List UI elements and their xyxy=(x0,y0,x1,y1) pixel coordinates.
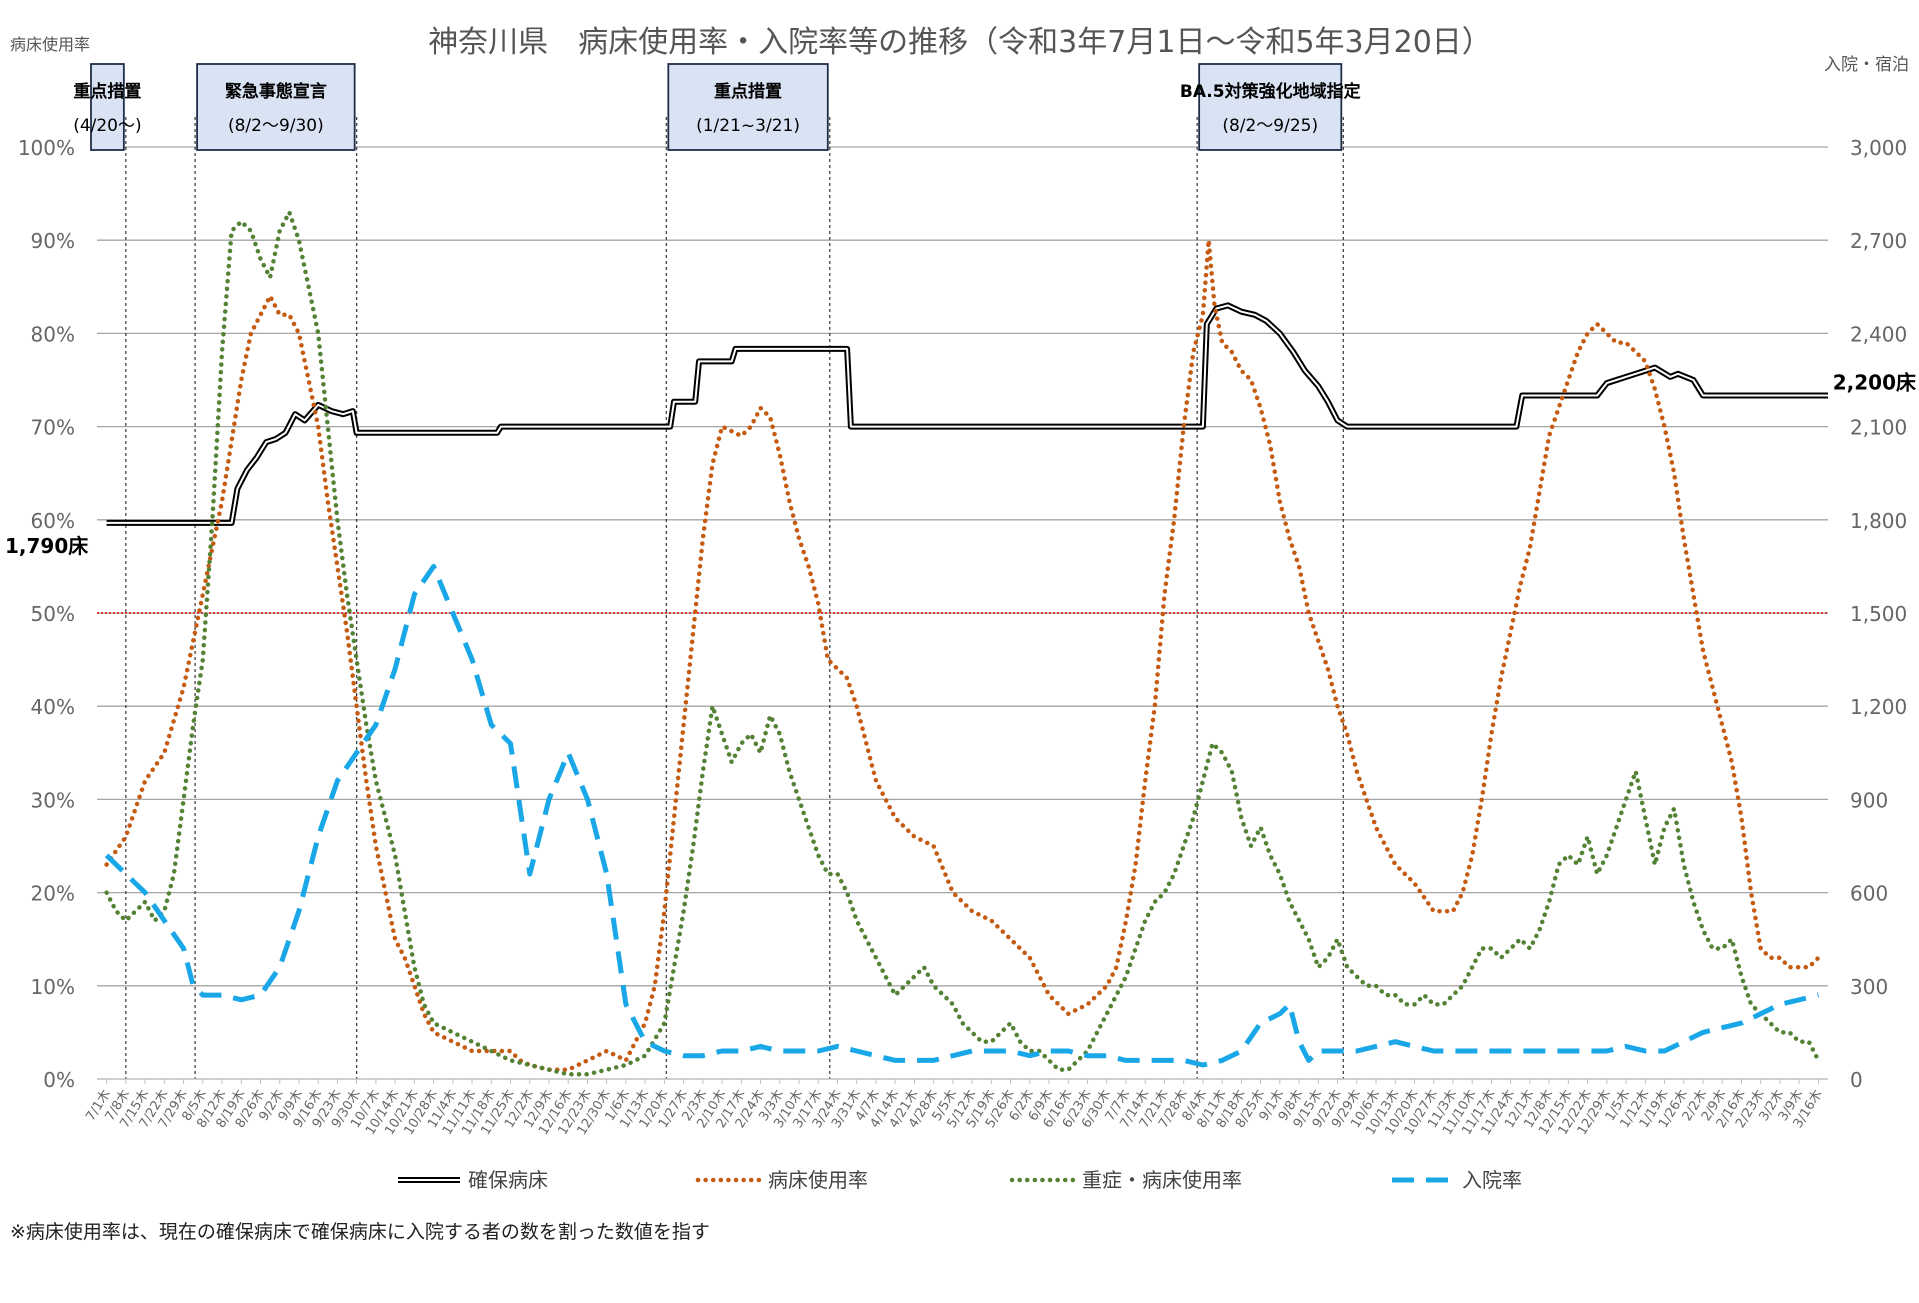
annotations: 1,790床 2,200床 xyxy=(5,371,1917,558)
measure-label: 重点措置 xyxy=(73,81,141,102)
legend-label: 確保病床 xyxy=(468,1168,548,1192)
right-tick-label: 3,000 xyxy=(1850,136,1907,160)
legend-label: 重症・病床使用率 xyxy=(1082,1168,1242,1192)
left-tick-label: 70% xyxy=(31,416,75,440)
measure-box xyxy=(90,63,125,151)
right-tick-label: 300 xyxy=(1850,975,1888,999)
left-tick-label: 60% xyxy=(31,509,75,533)
right-tick-label: 1,800 xyxy=(1850,509,1907,533)
series-確保病床-outer xyxy=(106,302,1828,526)
left-tick-label: 80% xyxy=(31,322,75,346)
legend: 確保病床 病床使用率 重症・病床使用率 入院率 xyxy=(398,1168,1522,1192)
measure-label: 重点措置 xyxy=(714,81,782,102)
measure-periods: 重点措置 (4/20～) 緊急事態宣言 (8/2～9/30) 重点措置 (1/21~3/2… xyxy=(73,63,1361,1079)
chart-title: 神奈川県 病床使用率・入院率等の推移（令和3年7月1日～令和5年3月20日） xyxy=(428,25,1492,60)
right-tick-label: 900 xyxy=(1850,788,1888,812)
measure-box xyxy=(1198,63,1343,151)
left-tick-label: 20% xyxy=(31,882,75,906)
measure-period: (4/20～) xyxy=(73,116,141,136)
series-重症・病床使用率 xyxy=(104,209,1821,1077)
measure-period: (8/2～9/30) xyxy=(228,116,324,136)
bed-count-annotation: 1,790床 xyxy=(5,534,89,558)
right-tick-label: 600 xyxy=(1850,882,1888,906)
left-tick-label: 50% xyxy=(31,602,75,626)
left-tick-label: 30% xyxy=(31,788,75,812)
right-tick-label: 2,700 xyxy=(1850,229,1907,253)
series-病床使用率 xyxy=(104,237,1821,1072)
right-tick-label: 2,400 xyxy=(1850,322,1907,346)
bed-count-annotation: 2,200床 xyxy=(1833,371,1917,395)
right-tick-label: 1,200 xyxy=(1850,695,1907,719)
series-入院率 xyxy=(104,563,1819,1068)
right-tick-label: 1,500 xyxy=(1850,602,1907,626)
right-axis-label: 入院・宿泊 xyxy=(1824,55,1909,75)
legend-label: 病床使用率 xyxy=(768,1168,868,1192)
gridlines xyxy=(97,146,1828,987)
series-lines xyxy=(104,209,1828,1077)
right-tick-label: 0 xyxy=(1850,1068,1863,1092)
footnote: ※病床使用率は、現在の確保病床で確保病床に入院する者の数を割った数値を指す xyxy=(10,1221,710,1243)
measure-label: 緊急事態宣言 xyxy=(225,81,327,102)
series-確保病床-inner xyxy=(106,304,1828,524)
measure-period: (8/2～9/25) xyxy=(1222,116,1318,136)
left-tick-label: 90% xyxy=(31,229,75,253)
left-tick-label: 40% xyxy=(31,695,75,719)
measure-box xyxy=(196,63,356,151)
legend-label: 入院率 xyxy=(1462,1168,1522,1192)
left-axis-label: 病床使用率 xyxy=(10,35,90,54)
right-tick-label: 2,100 xyxy=(1850,416,1907,440)
measure-period: (1/21~3/21) xyxy=(696,116,800,136)
left-tick-label: 100% xyxy=(18,136,75,160)
measure-box xyxy=(667,63,829,151)
left-tick-label: 10% xyxy=(31,975,75,999)
measure-label: BA.5対策強化地域指定 xyxy=(1180,81,1361,102)
axes: 0% 0 10% 300 20% 600 30% 900 40% 1,200 50% 1,500 60%… xyxy=(18,136,1907,1138)
left-tick-label: 0% xyxy=(43,1068,75,1092)
